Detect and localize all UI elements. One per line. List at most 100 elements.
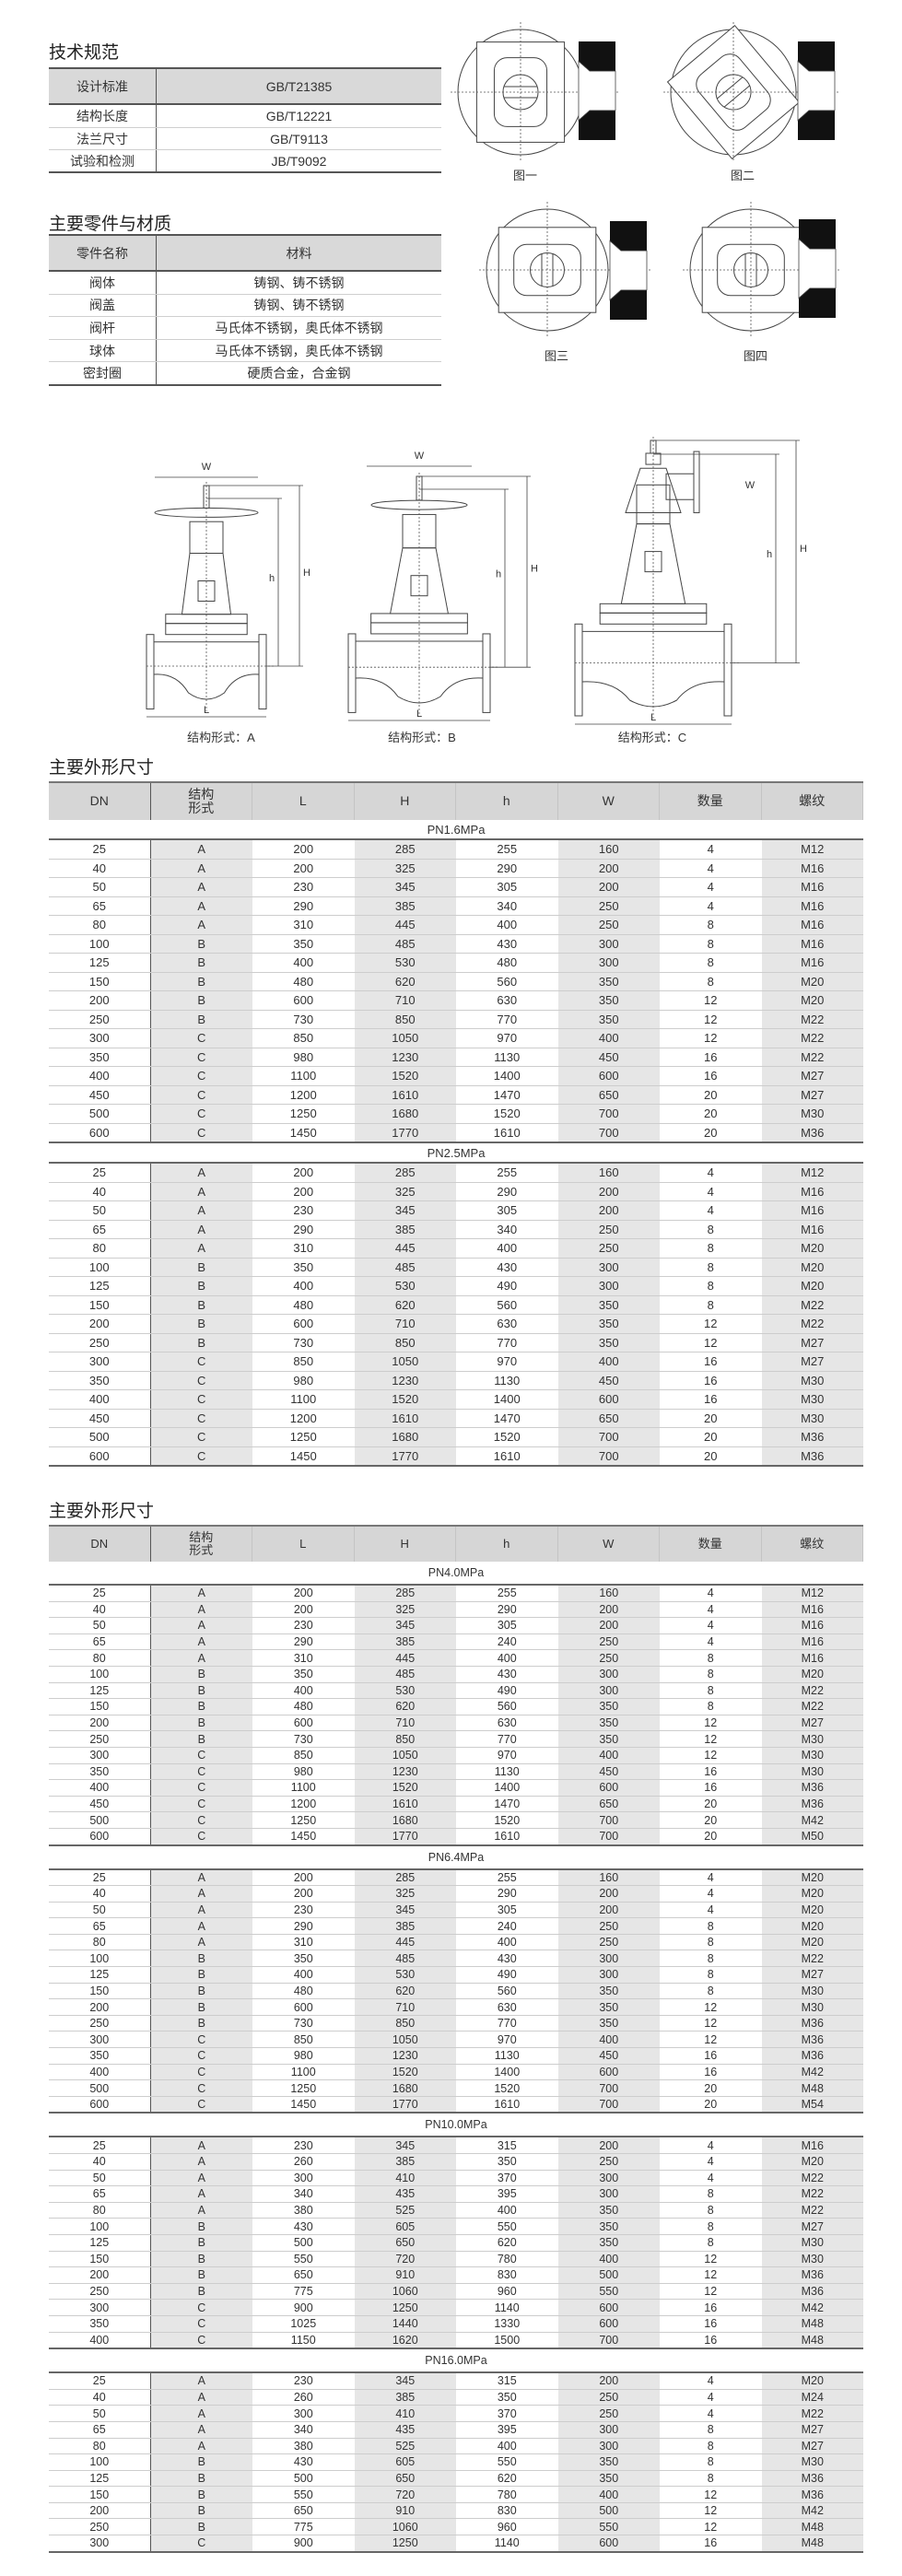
table-cell: 20	[704, 1448, 718, 1463]
table-cell: A	[150, 2170, 252, 2186]
table-cell: 620	[354, 1699, 456, 1715]
table-cell: M16	[761, 1650, 863, 1666]
table-cell: 1770	[354, 2096, 456, 2113]
table-cell: 500	[49, 1105, 151, 1123]
table-row: 100 B 350 485 430 300 8 M22	[49, 1950, 863, 1968]
materials-material: 硬质合金，合金钢	[247, 366, 351, 381]
table-cell: C	[150, 1105, 252, 1123]
table-cell: 200	[49, 2267, 151, 2283]
table-cell: 4	[707, 880, 714, 895]
table-cell: 290	[293, 898, 314, 913]
table-cell: 16	[704, 2065, 718, 2078]
table-cell: 8	[707, 918, 714, 932]
table-row: 300 C 900 1250 1140 600 16 M48	[49, 2535, 863, 2551]
table-cell: 80	[49, 1934, 151, 1950]
table-cell: B	[150, 934, 252, 953]
table-row: 200 B 600 710 630 350 12 M20	[49, 991, 863, 1011]
table-cell: 300	[557, 2186, 660, 2202]
table-cell: 4	[707, 1587, 714, 1600]
table-cell: 200	[293, 1165, 314, 1180]
table-cell: C	[150, 1085, 252, 1104]
table-cell: 400	[49, 2064, 151, 2080]
column-header: H	[355, 1527, 456, 1562]
spec-row-value: JB/T9092	[271, 153, 327, 169]
table-cell: 4	[707, 2391, 714, 2405]
materials-row: 阀盖 铸钢、铸不锈钢	[49, 294, 441, 318]
table-cell: M42	[761, 2502, 863, 2519]
table-cell: 480	[293, 1984, 313, 1997]
table-cell: 100	[49, 1950, 151, 1967]
table-cell: A	[150, 1618, 252, 1633]
table-cell: 445	[354, 1934, 456, 1950]
table-cell: 200	[293, 1184, 314, 1199]
table-cell: 1250	[289, 1107, 317, 1121]
table-cell: 8	[707, 2204, 714, 2218]
table-cell: 305	[497, 1203, 518, 1218]
table-cell: M16	[761, 878, 863, 896]
table-cell: B	[150, 2487, 252, 2502]
table-cell: M27	[761, 1967, 863, 1983]
table-cell: 980	[293, 1764, 313, 1778]
table-cell: 445	[354, 1239, 456, 1258]
table-row: 25 A 200 285 255 160 4 M12	[49, 1164, 863, 1183]
spec-title: 技术规范	[49, 43, 120, 63]
materials-part: 球体	[49, 339, 157, 362]
table-cell: 8	[707, 1951, 714, 1965]
table-cell: 8	[707, 955, 714, 970]
table-cell: 850	[293, 2032, 313, 2046]
table-cell: 630	[497, 1317, 518, 1331]
table-cell: 160	[557, 840, 660, 859]
table-cell: A	[150, 1182, 252, 1200]
table-cell: 605	[354, 2454, 456, 2470]
valve-label-c: 结构形式：C	[618, 731, 686, 744]
table-cell: 12	[704, 2488, 718, 2501]
table-cell: 485	[354, 1258, 456, 1276]
table-cell: C	[150, 1780, 252, 1796]
materials-row: 阀杆 马氏体不锈钢，奥氏体不锈钢	[49, 317, 441, 340]
table-row: 600 C 1450 1770 1610 700 20 M36	[49, 1446, 863, 1465]
table-cell: 8	[707, 1668, 714, 1681]
table-cell: 345	[354, 2373, 456, 2389]
table-cell: 285	[354, 840, 456, 859]
valve-diagrams: Hh W L Hh W L Hh W L	[146, 437, 807, 725]
table-cell: 12	[704, 1317, 718, 1331]
table-cell: 150	[49, 2487, 151, 2502]
table-cell: M16	[761, 2137, 863, 2153]
table-cell: 8	[707, 1279, 714, 1294]
spec-row: 结构长度 GB/T12221	[49, 105, 441, 128]
table-cell: 50	[49, 2170, 151, 2186]
table-cell: 4	[707, 1635, 714, 1649]
dimension-label-W: W	[202, 462, 212, 473]
table-cell: 400	[557, 2032, 660, 2048]
table-cell: M20	[761, 1239, 863, 1258]
table-cell: 200	[557, 1201, 660, 1220]
table-row: 200 B 600 710 630 350 12 M27	[49, 1715, 863, 1732]
table-cell: 450	[49, 1796, 151, 1812]
table-row: 250 B 730 850 770 350 12 M30	[49, 1731, 863, 1748]
table-row: 80 A 380 525 400 350 8 M22	[49, 2202, 863, 2219]
table-cell: 700	[557, 1828, 660, 1844]
table-cell: 200	[557, 1618, 660, 1633]
ball-slot	[696, 53, 771, 131]
table-cell: 910	[354, 2502, 456, 2519]
table-cell: M22	[761, 2406, 863, 2421]
flange-right	[723, 623, 732, 717]
table-cell: B	[150, 1699, 252, 1715]
table-cell: 1130	[494, 2049, 520, 2063]
pressure-class-heading: PN16.0MPa	[49, 2349, 863, 2374]
spec-row-label: 试验和检测	[49, 150, 157, 171]
table-cell: 730	[293, 1012, 314, 1026]
table-cell: 325	[354, 1182, 456, 1200]
valve-label-a: 结构形式：A	[187, 731, 255, 744]
table-cell: 600	[557, 2064, 660, 2080]
table-row: 500 C 1250 1680 1520 700 20 M48	[49, 2080, 863, 2097]
table-cell: B	[150, 1731, 252, 1747]
table-cell: 150	[49, 1699, 151, 1715]
table-cell: 150	[49, 1983, 151, 1999]
table-cell: 1520	[354, 2064, 456, 2080]
table-cell: 250	[557, 1220, 660, 1238]
table-cell: C	[150, 2300, 252, 2315]
table-cell: 100	[49, 1258, 151, 1276]
table-cell: 400	[557, 2487, 660, 2502]
table-row: 150 B 480 620 560 350 8 M30	[49, 1983, 863, 2000]
